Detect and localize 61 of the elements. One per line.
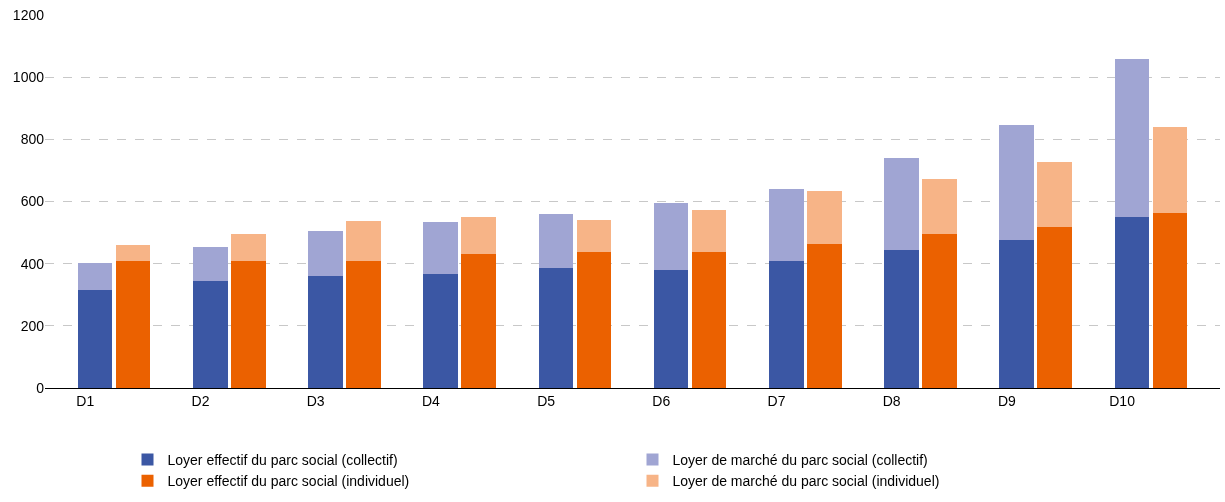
bar (193, 280, 228, 388)
bar (346, 261, 381, 388)
bar (115, 245, 151, 262)
bar (807, 244, 842, 388)
x-tick-label: D1 (76, 392, 95, 409)
y-tick-label: 600 (20, 193, 45, 210)
bar (1152, 213, 1188, 388)
x-tick-label: D7 (767, 392, 786, 409)
bar (884, 157, 919, 250)
x-tick-label: D4 (421, 392, 441, 409)
x-tick-label: D8 (882, 392, 901, 409)
y-tick-label: 0 (36, 379, 45, 396)
y-tick-label: 1000 (12, 69, 45, 86)
bar (807, 190, 842, 245)
bar (576, 219, 612, 252)
x-tick-label: D3 (306, 392, 325, 409)
bar (346, 220, 381, 262)
bar (115, 261, 151, 388)
bar (231, 260, 266, 388)
y-tick-label: 800 (20, 131, 45, 148)
bar (538, 268, 574, 388)
bar (231, 233, 266, 261)
bar (691, 251, 727, 388)
bar (576, 251, 612, 388)
bar (423, 273, 458, 388)
bar (538, 213, 574, 269)
bar (922, 179, 957, 235)
bar (193, 246, 228, 281)
legend-label: Loyer de marché du parc social (collectif) (672, 452, 928, 469)
x-tick-label: D5 (537, 392, 556, 409)
legend-label: Loyer effectif du parc social (collectif) (167, 452, 398, 469)
bar (308, 231, 343, 277)
y-tick-label: 200 (20, 317, 45, 334)
bar (884, 249, 919, 388)
bar (77, 263, 113, 291)
x-tick-label: D6 (652, 392, 671, 409)
y-tick-label: 400 (20, 255, 45, 272)
bar (1152, 127, 1188, 213)
y-tick-label: 1200 (12, 6, 45, 23)
bar (461, 253, 496, 388)
bar (308, 276, 343, 388)
bar (769, 260, 804, 388)
bar (461, 217, 496, 254)
x-tick-label: D9 (997, 392, 1017, 409)
legend-label: Loyer effectif du parc social (individuel) (167, 473, 410, 490)
legend-label: Loyer de marché du parc social (individuel) (672, 473, 940, 490)
bar (922, 234, 957, 388)
bar (1037, 162, 1072, 227)
x-tick-label: D2 (191, 392, 210, 409)
bar (77, 290, 113, 388)
bar (653, 203, 689, 271)
bar (691, 210, 727, 252)
bar (769, 189, 804, 261)
bar (1114, 217, 1150, 388)
bar (1037, 226, 1072, 388)
bar (999, 240, 1034, 388)
bar (653, 270, 689, 388)
bar (1114, 58, 1150, 218)
bar (999, 125, 1034, 241)
bar (423, 221, 458, 274)
x-tick-label: D10 (1109, 392, 1136, 409)
